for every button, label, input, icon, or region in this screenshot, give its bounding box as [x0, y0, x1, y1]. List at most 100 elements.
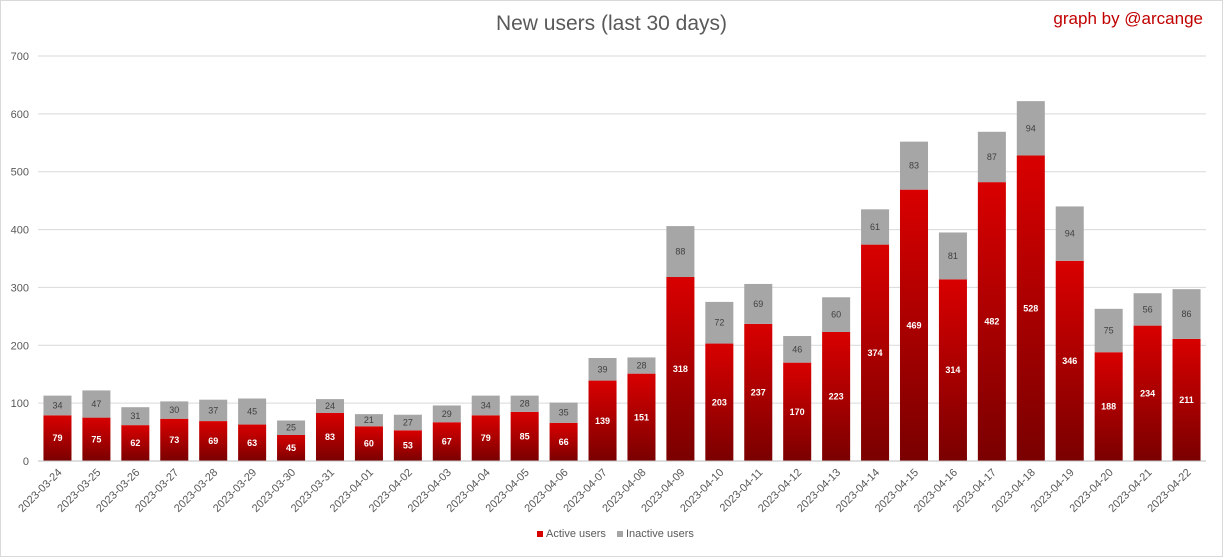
- bar-active-users: [588, 380, 617, 461]
- legend-label-active: Active users: [546, 528, 606, 540]
- data-label-active: 151: [634, 412, 649, 422]
- y-tick-label: 400: [11, 225, 29, 237]
- data-label-active: 203: [712, 397, 727, 407]
- data-label-inactive: 34: [481, 400, 491, 410]
- bar-inactive-users: [666, 226, 695, 278]
- data-label-active: 188: [1101, 402, 1116, 412]
- data-label-active: 237: [751, 387, 766, 397]
- bar-active-users: [627, 373, 656, 461]
- data-label-inactive: 47: [91, 399, 101, 409]
- bar-active-users: [1172, 338, 1201, 461]
- bar-inactive-users: [121, 407, 150, 426]
- y-tick-label: 200: [11, 340, 29, 352]
- data-label-inactive: 87: [987, 152, 997, 162]
- data-label-active: 346: [1062, 356, 1077, 366]
- bar-inactive-users: [899, 141, 929, 190]
- bar-inactive-users: [43, 395, 72, 416]
- data-label-active: 62: [130, 438, 140, 448]
- bar-active-users: [432, 422, 461, 461]
- data-label-inactive: 46: [792, 344, 802, 354]
- data-label-active: 45: [286, 443, 296, 453]
- data-label-active: 79: [52, 433, 62, 443]
- bar-inactive-users: [1094, 308, 1123, 353]
- data-label-inactive: 35: [559, 408, 569, 418]
- bar-active-users: [82, 417, 111, 461]
- bar-inactive-users: [822, 297, 851, 332]
- bar-active-users: [744, 323, 773, 461]
- data-label-active: 223: [829, 391, 844, 401]
- bar-inactive-users: [977, 131, 1006, 183]
- data-label-inactive: 31: [130, 411, 140, 421]
- bar-active-users: [705, 343, 734, 461]
- bar-active-users: [315, 412, 345, 461]
- bar-inactive-users: [315, 399, 345, 413]
- y-tick-label: 300: [11, 282, 29, 294]
- data-label-active: 60: [364, 439, 374, 449]
- data-label-inactive: 88: [675, 247, 685, 257]
- y-tick-label: 500: [11, 167, 29, 179]
- data-label-inactive: 34: [52, 400, 62, 410]
- bar-inactive-users: [549, 402, 578, 423]
- data-label-active: 73: [169, 435, 179, 445]
- y-tick-label: 0: [23, 456, 29, 468]
- data-label-active: 53: [403, 441, 413, 451]
- bar-inactive-users: [1133, 293, 1162, 326]
- data-label-inactive: 27: [403, 418, 413, 428]
- y-tick-label: 700: [11, 51, 29, 63]
- bar-active-users: [238, 424, 267, 461]
- data-label-active: 83: [325, 432, 335, 442]
- data-label-inactive: 24: [325, 401, 335, 411]
- data-label-inactive: 86: [1182, 309, 1192, 319]
- y-tick-label: 100: [11, 398, 29, 410]
- bar-inactive-users: [1016, 101, 1045, 156]
- chart-credit: graph by @arcange: [1053, 9, 1203, 28]
- data-label-inactive: 56: [1143, 304, 1153, 314]
- data-label-active: 69: [208, 436, 218, 446]
- bar-inactive-users: [588, 358, 617, 381]
- bar-inactive-users: [277, 420, 306, 435]
- bar-active-users: [899, 189, 929, 461]
- bar-active-users: [393, 430, 422, 461]
- legend-label-inactive: Inactive users: [626, 528, 694, 540]
- data-label-active: 234: [1140, 388, 1155, 398]
- data-label-active: 63: [247, 438, 257, 448]
- bar-inactive-users: [510, 395, 539, 412]
- data-label-inactive: 94: [1065, 229, 1075, 239]
- data-label-inactive: 75: [1104, 326, 1114, 336]
- bar-active-users: [1133, 325, 1162, 461]
- bar-active-users: [822, 331, 851, 461]
- data-label-active: 139: [595, 416, 610, 426]
- data-label-active: 79: [481, 433, 491, 443]
- legend-swatch-active: [537, 531, 543, 537]
- data-label-active: 67: [442, 437, 452, 447]
- bar-inactive-users: [238, 398, 267, 425]
- data-label-active: 374: [868, 348, 883, 358]
- bar-inactive-users: [432, 405, 461, 423]
- bar-inactive-users: [354, 414, 383, 427]
- bar-inactive-users: [160, 401, 189, 419]
- data-label-inactive: 69: [753, 299, 763, 309]
- data-label-inactive: 25: [286, 423, 296, 433]
- bar-active-users: [199, 421, 228, 461]
- bar-active-users: [510, 411, 539, 461]
- bar-active-users: [1055, 260, 1084, 461]
- data-label-inactive: 29: [442, 409, 452, 419]
- bar-active-users: [471, 415, 500, 461]
- data-label-inactive: 21: [364, 415, 374, 425]
- data-label-inactive: 28: [520, 399, 530, 409]
- bar-inactive-users: [627, 357, 656, 374]
- data-label-inactive: 81: [948, 251, 958, 261]
- data-label-inactive: 45: [247, 407, 257, 417]
- bar-inactive-users: [744, 283, 773, 324]
- data-label-active: 66: [559, 437, 569, 447]
- bar-inactive-users: [1055, 206, 1084, 261]
- chart-title: New users (last 30 days): [495, 12, 728, 35]
- data-label-active: 85: [520, 431, 530, 441]
- bar-active-users: [977, 182, 1006, 461]
- data-label-inactive: 60: [831, 310, 841, 320]
- bar-active-users: [1016, 155, 1045, 461]
- bar-inactive-users: [393, 414, 422, 431]
- bar-active-users: [121, 425, 150, 461]
- bar-inactive-users: [82, 390, 111, 418]
